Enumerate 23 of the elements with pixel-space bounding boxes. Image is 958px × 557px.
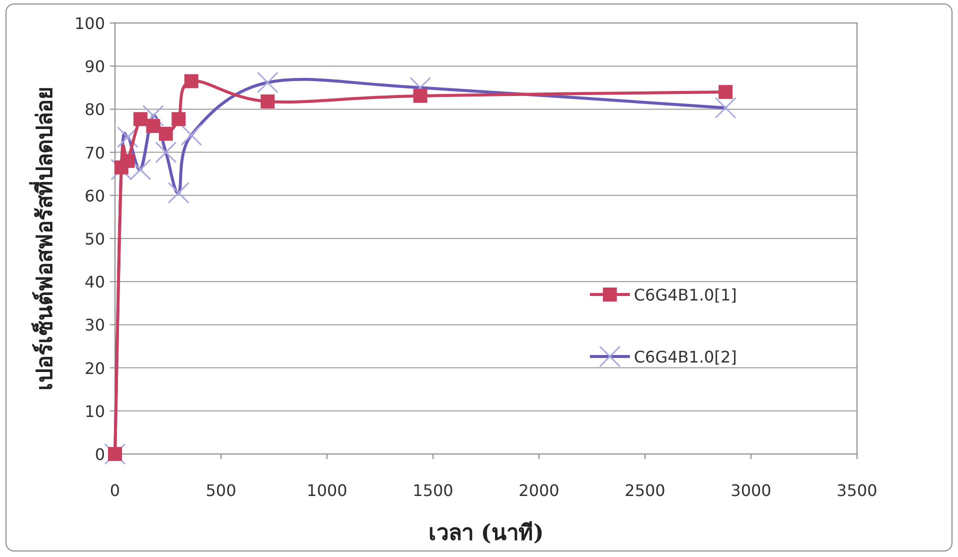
y-tick-label: 60 — [84, 186, 105, 206]
y-tick-label: 90 — [84, 57, 105, 76]
legend-label: C6G4B1.0[2] — [634, 348, 737, 367]
legend-label: C6G4B1.0[1] — [634, 286, 737, 305]
y-tick-label: 70 — [84, 143, 105, 162]
y-tick-label: 30 — [84, 316, 105, 335]
x-axis-title: เวลา (นาที) — [428, 520, 544, 546]
y-tick-label: 10 — [84, 402, 105, 421]
x-tick-label: 1500 — [412, 481, 454, 500]
x-tick-label: 3000 — [730, 481, 772, 500]
y-tick-label: 80 — [84, 100, 105, 120]
x-tick-label: 0 — [110, 481, 120, 500]
y-tick-label: 0 — [94, 445, 105, 464]
y-tick-label: 100 — [74, 14, 105, 33]
x-tick-label: 3500 — [836, 481, 878, 500]
y-tick-label: 50 — [84, 230, 105, 248]
x-tick-label: 1000 — [306, 481, 348, 500]
x-tick-label: 500 — [206, 481, 236, 500]
x-tick-label: 2000 — [518, 481, 560, 500]
y-tick-label: 20 — [84, 358, 105, 378]
y-tick-label: 40 — [84, 272, 105, 292]
y-axis-title: เปอร์เซ็นต์ฟอสฟอรัสที่ปลดปล่อย — [28, 86, 58, 390]
x-tick-label: 2500 — [624, 481, 666, 500]
